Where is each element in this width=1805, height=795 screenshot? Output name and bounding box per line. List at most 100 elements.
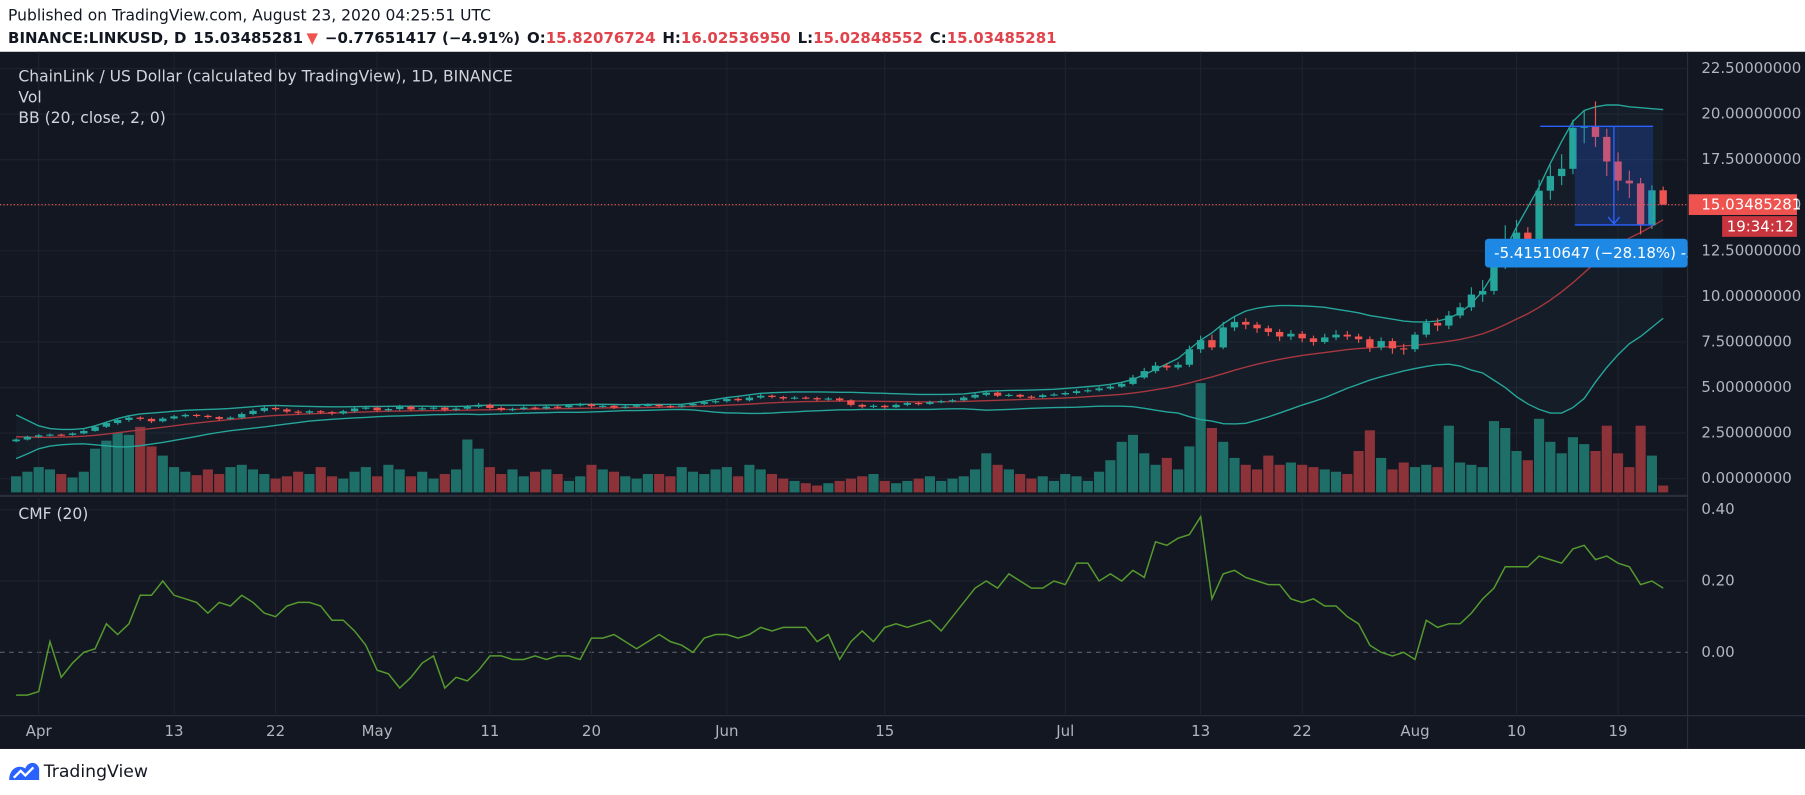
volume-bar [518,476,529,493]
candle-body [1456,307,1464,316]
x-tick-label: 22 [266,722,285,740]
candle-body [441,407,449,410]
volume-bar [857,476,868,493]
cmf-line [16,514,1664,696]
candle-body [1411,334,1419,350]
candle-body [948,400,957,402]
candle-body [599,405,607,407]
volume-bar [1342,474,1353,493]
candle-body [1287,333,1295,337]
volume-bar [1229,457,1240,493]
volume-bar [326,476,338,493]
candle-body [711,401,720,403]
candle-body [982,392,990,395]
candle-body [1490,263,1498,291]
volume-bar [417,471,428,493]
volume-bar [642,474,653,493]
volume-bar [1601,425,1612,493]
candle-body [1084,390,1092,392]
volume-bar [1308,467,1319,493]
volume-bar [1579,444,1590,493]
x-tick-label: May [362,722,393,740]
volume-bar [304,474,315,493]
volume-bar [800,483,811,493]
volume-bar [1206,427,1217,493]
candle-body [429,407,438,409]
volume-bar [372,476,383,493]
candle-body [1163,365,1171,368]
logo-stroke [12,766,35,779]
volume-bar [789,480,800,493]
countdown-box [1722,216,1797,237]
y-tick-label: 17.50000000 [1701,150,1801,168]
candle-body [80,430,88,434]
candle-body [1185,349,1194,365]
x-tick-label: 22 [1293,722,1312,740]
volume-bar [214,474,225,493]
volume-bar [157,455,168,493]
volume-bar [1127,434,1139,493]
candle-body [813,398,821,400]
y-tick-label: 7.50000000 [1701,332,1791,350]
quote-part: 15.02848552 [813,28,923,46]
brand: TradingView [43,762,148,782]
candle-body [350,408,359,412]
volume-bar [1556,453,1567,493]
volume-bar [755,469,766,493]
candle-body [903,403,912,405]
x-tick-label: 15 [875,722,894,740]
volume-bar [405,476,417,493]
candle-body [937,401,945,403]
candle-body [993,392,1002,396]
candle-body [215,417,223,419]
candle-body [452,408,460,410]
volume-bar [1285,462,1296,493]
logo [9,762,40,781]
candle-body [565,405,573,408]
volume-legend: Vol [18,88,41,106]
candle-body [1354,336,1363,340]
volume-bar [338,478,349,493]
candle-body [1332,334,1340,338]
x-tick-label: Jun [714,722,738,740]
candle-body [1546,176,1555,191]
volume-bar [744,464,755,493]
volume-bar [439,474,450,493]
volume-bar [90,448,101,493]
volume-bar [1612,453,1624,493]
volume-bar [620,476,631,493]
candle-body [1140,371,1148,378]
candle-body [689,403,697,406]
bb-legend: BB (20, close, 2, 0) [18,109,165,127]
volume-bar [879,480,890,493]
candle-body [1659,190,1667,205]
candle-body [204,415,212,418]
candle-body [1478,290,1487,295]
x-tick-label: 13 [1191,722,1210,740]
y-tick-label: 0.00000000 [1701,469,1791,487]
candle-body [858,404,866,407]
volume-bar [146,446,157,493]
candle-body [1005,394,1013,396]
volume-bar [1240,464,1251,493]
bb-upper [15,104,1664,431]
candle-body [226,417,235,419]
candle-body [610,405,618,408]
candle-body [1253,324,1261,329]
candle-body [1106,386,1115,389]
cmf-tick-label: 0.40 [1701,500,1734,518]
candle-body [463,406,472,409]
candle-body [1377,341,1385,348]
volume-bar [225,467,236,493]
candle-body [971,394,979,398]
quote-part: O: [527,28,546,46]
volume-bar [608,471,620,493]
candle-body [136,417,144,419]
candle-body [1027,396,1036,398]
x-tick-label: 20 [582,722,601,740]
candle-body [1298,333,1306,339]
candle-body [181,414,190,417]
volume-bar [1003,469,1014,493]
candle-body [790,397,799,399]
candle-body [678,405,686,407]
